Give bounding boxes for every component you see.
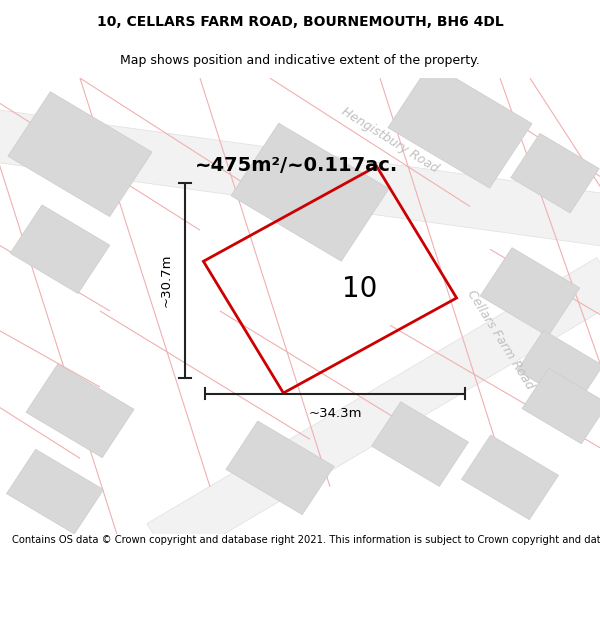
Text: ~475m²/~0.117ac.: ~475m²/~0.117ac. [195, 156, 398, 175]
Polygon shape [7, 449, 103, 534]
Polygon shape [371, 402, 469, 486]
Polygon shape [461, 435, 559, 519]
Text: ~34.3m: ~34.3m [308, 407, 362, 420]
Polygon shape [0, 109, 600, 247]
Text: Map shows position and indicative extent of the property.: Map shows position and indicative extent… [120, 54, 480, 68]
Text: 10, CELLARS FARM ROAD, BOURNEMOUTH, BH6 4DL: 10, CELLARS FARM ROAD, BOURNEMOUTH, BH6 … [97, 15, 503, 29]
Text: Contains OS data © Crown copyright and database right 2021. This information is : Contains OS data © Crown copyright and d… [12, 535, 600, 545]
Polygon shape [511, 133, 599, 213]
Text: ~30.7m: ~30.7m [160, 253, 173, 307]
Polygon shape [8, 92, 152, 217]
Polygon shape [10, 205, 110, 294]
Text: 10: 10 [343, 275, 377, 303]
Polygon shape [517, 330, 600, 406]
Polygon shape [480, 248, 580, 336]
Polygon shape [226, 421, 334, 515]
Polygon shape [522, 368, 600, 444]
Text: Cellars Farm Road: Cellars Farm Road [464, 288, 536, 392]
Polygon shape [388, 63, 532, 188]
Polygon shape [147, 258, 600, 564]
Text: Hengistbury Road: Hengistbury Road [339, 105, 441, 175]
Polygon shape [26, 364, 134, 458]
Polygon shape [231, 123, 389, 261]
